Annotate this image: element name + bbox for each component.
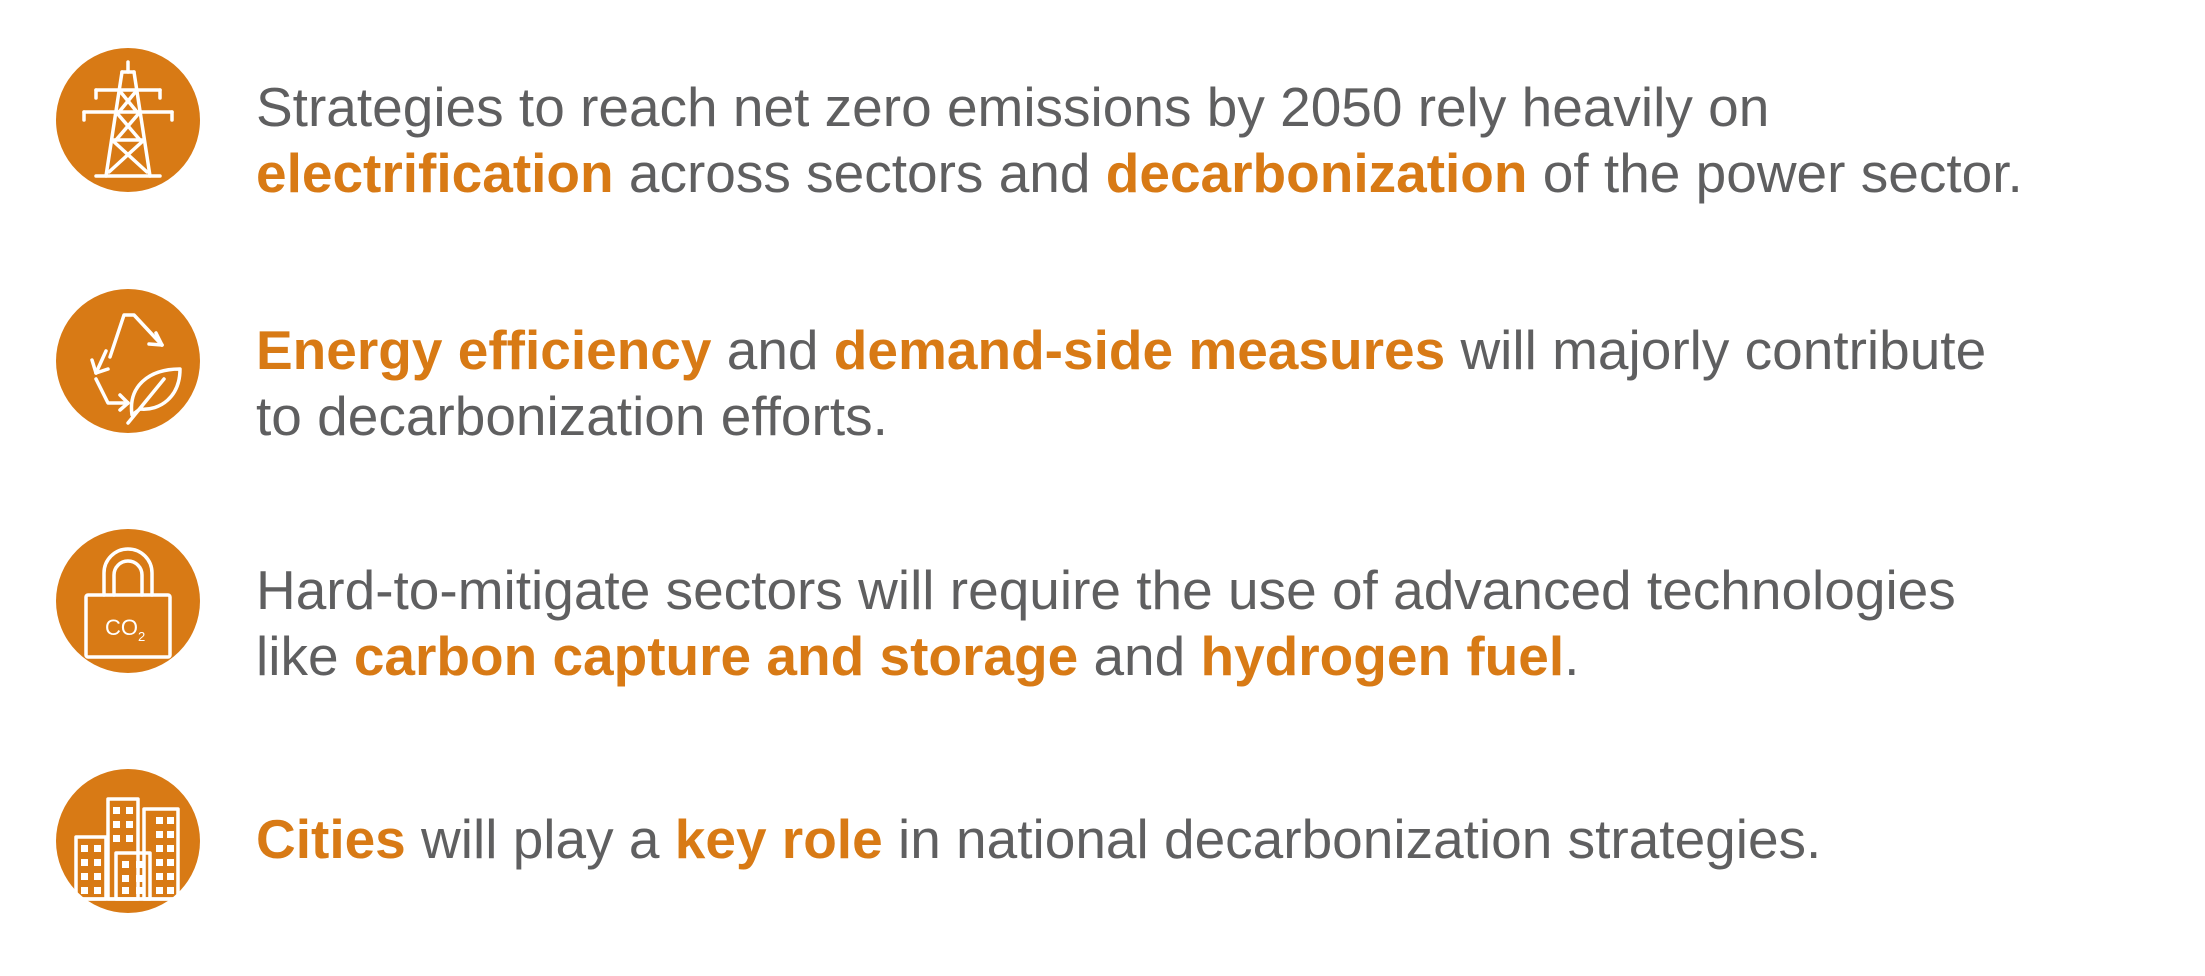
plain-text: to decarbonization efforts. (256, 385, 888, 447)
text-line-1: Energy efficiency and demand-side measur… (256, 317, 1986, 383)
text-line-2: to decarbonization efforts. (256, 383, 1986, 449)
text-line-1: Strategies to reach net zero emissions b… (256, 74, 2023, 140)
item-text: Energy efficiency and demand-side measur… (256, 317, 1986, 449)
item-text: Cities will play a key role in national … (256, 806, 1821, 872)
item-text: Hard-to-mitigate sectors will require th… (256, 557, 1956, 689)
power-tower-icon (56, 48, 200, 192)
highlight-text: demand-side measures (833, 319, 1446, 381)
recycle-leaf-icon (56, 289, 200, 433)
plain-text: in national decarbonization strategies. (882, 808, 1822, 870)
text-line-2: like carbon capture and storage and hydr… (256, 623, 1956, 689)
plain-text: of the power sector. (1527, 142, 2023, 204)
plain-text: across sectors and (613, 142, 1106, 204)
co2-label: CO (105, 615, 138, 640)
highlight-text: decarbonization (1105, 142, 1528, 204)
plain-text: and (1078, 625, 1201, 687)
highlight-text: carbon capture and storage (353, 625, 1079, 687)
city-buildings-icon (56, 769, 200, 913)
plain-text: . (1564, 625, 1580, 687)
highlight-text: hydrogen fuel (1200, 625, 1565, 687)
text-line-1: Cities will play a key role in national … (256, 806, 1821, 872)
co2-subscript: 2 (138, 629, 145, 644)
highlight-text: Cities (256, 808, 406, 870)
text-line-2: electrification across sectors and decar… (256, 140, 2023, 206)
highlight-text: key role (674, 808, 883, 870)
plain-text: Hard-to-mitigate sectors will require th… (256, 559, 1956, 621)
plain-text: like (256, 625, 354, 687)
plain-text: will play a (405, 808, 675, 870)
co2-padlock-icon: CO 2 (56, 529, 200, 673)
plain-text: and (711, 319, 834, 381)
highlight-text: electrification (256, 142, 614, 204)
highlight-text: Energy efficiency (256, 319, 712, 381)
text-line-1: Hard-to-mitigate sectors will require th… (256, 557, 1956, 623)
plain-text: Strategies to reach net zero emissions b… (256, 76, 1770, 138)
plain-text: will majorly contribute (1445, 319, 1987, 381)
item-text: Strategies to reach net zero emissions b… (256, 74, 2023, 206)
